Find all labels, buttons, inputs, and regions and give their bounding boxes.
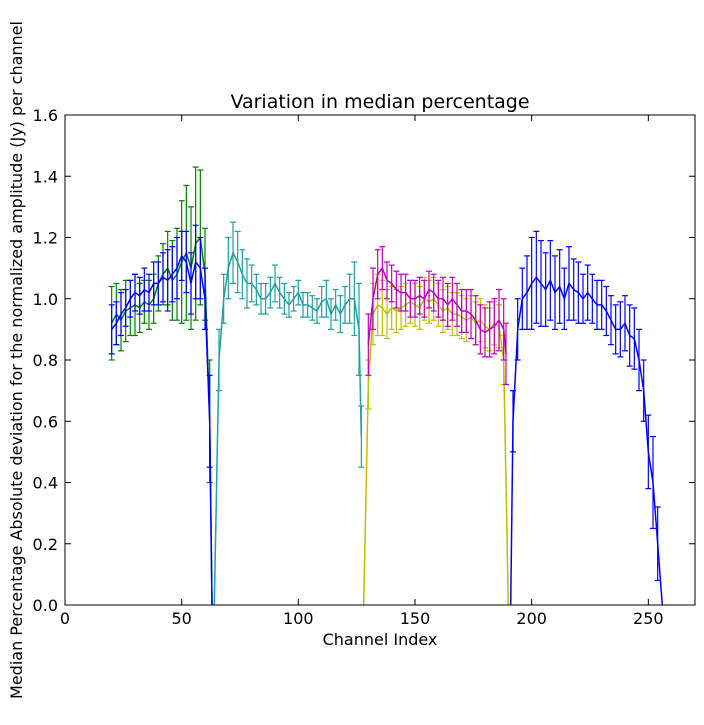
- y-tick-label: 1.0: [33, 290, 58, 309]
- x-tick-label: 150: [400, 609, 431, 628]
- series-line: [213, 250, 363, 606]
- plot-area: [108, 166, 664, 606]
- chart-title: Variation in median percentage: [230, 91, 529, 113]
- x-tick-label: 250: [633, 609, 664, 628]
- series-line: [362, 297, 510, 606]
- x-tick-label: 100: [283, 609, 314, 628]
- y-tick-label: 0.2: [33, 535, 58, 554]
- x-tick-label: 50: [171, 609, 191, 628]
- series-line: [111, 235, 213, 606]
- series-line: [111, 254, 213, 606]
- x-tick-label: 0: [60, 609, 70, 628]
- y-tick-label: 0.4: [33, 474, 58, 493]
- y-tick-label: 0.0: [33, 596, 58, 615]
- series-line: [509, 276, 664, 606]
- series-4: [365, 246, 509, 386]
- y-tick-label: 1.6: [33, 106, 58, 125]
- y-tick-label: 0.6: [33, 412, 58, 431]
- series-2: [213, 221, 365, 606]
- series-3: [362, 273, 510, 606]
- plot-frame: [64, 114, 696, 606]
- y-tick-label: 0.8: [33, 351, 58, 370]
- y-tick-label: 1.2: [33, 229, 58, 248]
- series-1: [108, 224, 213, 606]
- series-5: [509, 230, 664, 606]
- x-axis-label: Channel Index: [323, 630, 438, 649]
- series-line: [367, 266, 507, 354]
- series-0: [108, 166, 213, 606]
- x-tick-label: 200: [516, 609, 547, 628]
- axes: 0 50 100 150 200 250 0.0 0.2 0.4 0.6 0.8 1.0 1.2 1.4 1…: [33, 106, 695, 628]
- y-axis-label: Median Percentage Absolute deviation for…: [7, 21, 26, 699]
- y-tick-label: 1.4: [33, 167, 58, 186]
